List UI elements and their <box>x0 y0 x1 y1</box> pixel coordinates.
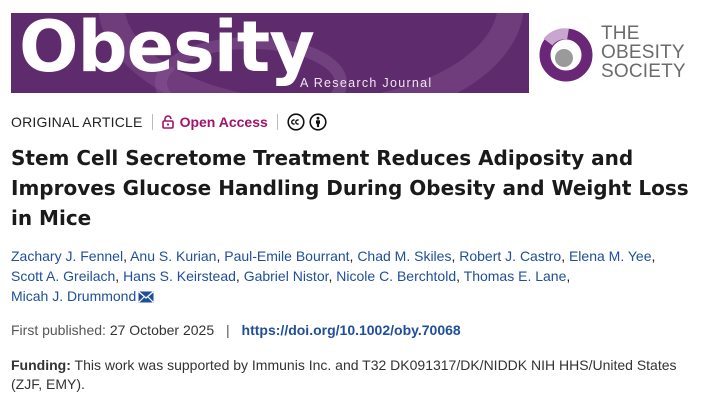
article-meta-row: ORIGINAL ARTICLE Open Access <box>11 112 327 132</box>
author-separator: , <box>566 268 571 284</box>
article-title: Stem Cell Secretome Treatment Reduces Ad… <box>11 146 689 230</box>
banner-swoosh-graphic <box>98 13 524 93</box>
author-link[interactable]: Nicole C. Berchtold <box>336 268 457 284</box>
author-separator: , <box>651 248 656 264</box>
author-link[interactable]: Chad M. Skiles <box>357 248 452 264</box>
first-published-label: First published: <box>11 322 106 338</box>
society-logo[interactable]: THE OBESITY SOCIETY <box>538 22 708 88</box>
journal-subtitle: A Research Journal <box>300 76 433 90</box>
author-link[interactable]: Hans S. Keirstead <box>123 268 236 284</box>
journal-title: Obesity <box>19 13 315 88</box>
society-name-line3: SOCIETY <box>601 61 686 82</box>
open-access-badge[interactable]: Open Access <box>161 114 268 130</box>
funding-label: Funding: <box>11 357 71 373</box>
open-access-label: Open Access <box>179 114 268 130</box>
author-link[interactable]: Elena M. Yee <box>568 248 652 264</box>
author-link[interactable]: Zachary J. Fennel <box>11 248 124 264</box>
funding-statement: Funding: This work was supported by Immu… <box>11 356 706 394</box>
article-type: ORIGINAL ARTICLE <box>11 114 143 130</box>
cc-icon[interactable] <box>287 113 305 131</box>
author-link[interactable]: Micah J. Drummond <box>11 288 137 304</box>
lock-open-icon <box>161 115 174 129</box>
mail-icon[interactable] <box>138 288 154 308</box>
author-separator: , <box>456 268 464 284</box>
author-separator: , <box>451 248 460 264</box>
author-separator: , <box>123 248 131 264</box>
author-link[interactable]: Gabriel Nistor <box>243 268 329 284</box>
doi-link[interactable]: https://doi.org/10.1002/oby.70068 <box>241 322 461 338</box>
author-separator: , <box>235 268 244 284</box>
author-link[interactable]: Scott A. Greilach <box>11 268 116 284</box>
journal-banner[interactable]: Obesity A Research Journal <box>11 13 529 93</box>
author-link[interactable]: Paul-Emile Bourrant <box>224 248 350 264</box>
author-separator: , <box>561 248 569 264</box>
society-name: THE OBESITY SOCIETY <box>601 24 686 81</box>
society-ring-icon <box>539 28 593 82</box>
author-link[interactable]: Anu S. Kurian <box>130 248 217 264</box>
publication-info: First published: 27 October 2025 | https… <box>11 322 461 338</box>
author-separator: , <box>349 248 358 264</box>
divider <box>151 114 153 130</box>
author-separator: , <box>328 268 337 284</box>
author-link[interactable]: Thomas E. Lane <box>463 268 567 284</box>
divider <box>276 114 278 130</box>
author-list: Zachary J. Fennel, Anu S. Kurian, Paul-E… <box>11 246 701 308</box>
license-icons[interactable] <box>287 113 327 131</box>
society-name-line1: THE <box>601 23 640 44</box>
author-separator: , <box>216 248 225 264</box>
attribution-icon[interactable] <box>309 113 327 131</box>
publication-date: 27 October 2025 <box>109 322 215 338</box>
author-separator: , <box>115 268 124 284</box>
society-name-line2: OBESITY <box>601 42 685 63</box>
author-link[interactable]: Robert J. Castro <box>459 248 562 264</box>
separator: | <box>226 322 230 338</box>
funding-text: This work was supported by Immunis Inc. … <box>11 357 677 392</box>
